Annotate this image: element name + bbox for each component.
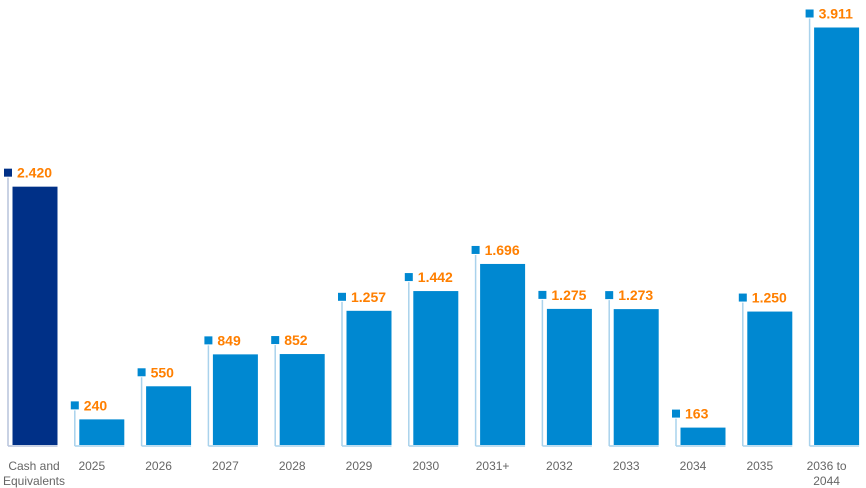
data-label: 163 xyxy=(685,406,709,422)
data-label: 1.442 xyxy=(418,269,453,285)
marker-square xyxy=(204,336,213,345)
category-label: 2027 xyxy=(212,459,239,473)
marker-square xyxy=(672,409,680,418)
data-label: 3.911 xyxy=(819,6,853,22)
marker-square xyxy=(404,273,413,282)
data-label: 1.696 xyxy=(485,242,520,258)
bar xyxy=(79,419,125,445)
category-label: 2034 xyxy=(680,459,707,473)
data-label: 852 xyxy=(284,332,308,348)
marker-square xyxy=(70,401,79,410)
category-label: 2035 xyxy=(746,459,773,473)
data-label: 849 xyxy=(217,332,241,348)
marker-square xyxy=(271,336,280,345)
category-label: 2025 xyxy=(78,459,105,473)
bar xyxy=(279,354,325,445)
category-label: 2036 to xyxy=(807,459,847,473)
bar xyxy=(346,310,392,445)
data-label: 1.250 xyxy=(752,290,787,306)
marker-square xyxy=(137,368,146,377)
marker-square xyxy=(471,245,480,254)
data-label: 240 xyxy=(84,397,108,413)
marker-square xyxy=(605,291,614,300)
data-label: 1.257 xyxy=(351,289,386,305)
data-label: 1.273 xyxy=(618,287,653,303)
marker-square xyxy=(738,293,747,302)
category-label: 2029 xyxy=(346,459,373,473)
category-label: 2028 xyxy=(279,459,306,473)
data-label: 2.420 xyxy=(17,165,52,181)
bar xyxy=(747,311,793,445)
marker-square xyxy=(4,168,12,177)
category-label: 2044 xyxy=(813,474,840,488)
data-label: 550 xyxy=(151,364,175,380)
bar xyxy=(12,186,58,446)
bar xyxy=(413,291,459,445)
marker-square xyxy=(538,290,547,299)
category-label: 2026 xyxy=(145,459,172,473)
bar xyxy=(814,27,860,445)
bar xyxy=(146,386,192,445)
bar xyxy=(613,309,659,445)
category-label: 2031+ xyxy=(476,459,510,473)
category-label: 2030 xyxy=(412,459,439,473)
data-label: 1.275 xyxy=(551,287,586,303)
marker-square xyxy=(338,292,346,301)
bar xyxy=(546,308,592,445)
category-label: 2033 xyxy=(613,459,640,473)
bar xyxy=(680,427,726,445)
bar xyxy=(212,354,258,445)
category-label: 2032 xyxy=(546,459,573,473)
category-label: Cash and xyxy=(8,459,59,473)
marker-square xyxy=(805,9,814,18)
bar xyxy=(480,263,526,445)
category-label: Equivalents xyxy=(3,474,65,488)
